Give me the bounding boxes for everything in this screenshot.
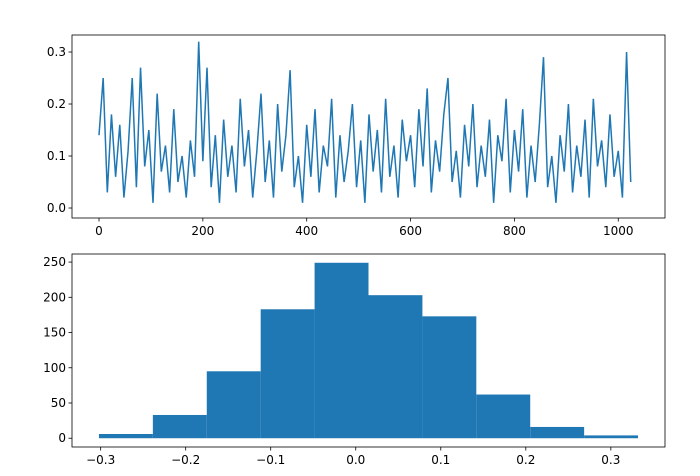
bar [260,309,315,439]
y-tick-label: 50 [51,396,66,410]
x-tick-label: −0.2 [171,453,200,467]
bar [422,316,477,439]
x-tick-label: 800 [503,224,526,238]
y-tick-label: 100 [43,361,66,375]
bar [368,295,423,439]
y-tick-label: 0.3 [47,45,66,59]
bar [530,426,585,439]
bar [152,414,207,439]
bar [206,371,261,439]
x-tick-label: 200 [191,224,214,238]
data-line [98,41,632,203]
x-tick-label: 0 [95,224,103,238]
x-tick-label: 0.2 [516,453,535,467]
x-tick-label: 0.3 [601,453,620,467]
y-tick-label: 0 [58,431,66,445]
x-tick-label: 0.0 [346,453,365,467]
y-tick-label: 150 [43,326,66,340]
y-tick-label: 200 [43,290,66,304]
bar [584,435,639,439]
x-tick-label: −0.1 [256,453,285,467]
bar [98,433,153,439]
y-tick-label: 0.0 [47,201,66,215]
x-tick-label: 600 [399,224,422,238]
bar [314,262,369,439]
x-tick-label: 400 [295,224,318,238]
x-tick-label: −0.3 [86,453,115,467]
bar [476,394,531,439]
y-tick-label: 0.1 [47,149,66,163]
y-tick-label: 0.2 [47,97,66,111]
y-tick-label: 250 [43,255,66,269]
x-tick-label: 1000 [603,224,634,238]
x-tick-label: 0.1 [431,453,450,467]
axes-frame [71,34,666,219]
axes-frame [71,253,666,448]
